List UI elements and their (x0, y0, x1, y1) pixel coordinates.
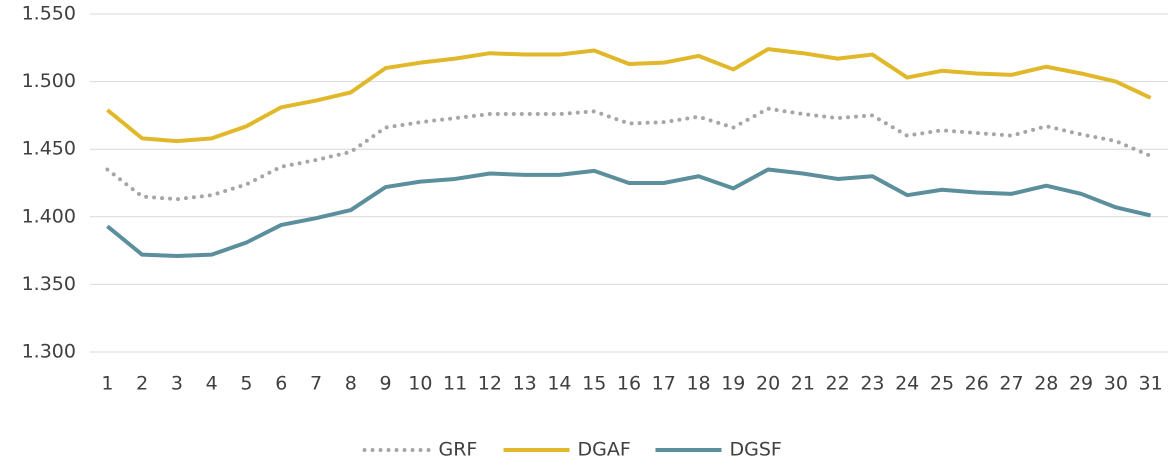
x-tick-label: 22 (826, 373, 850, 395)
y-tick-label: 1.550 (22, 3, 76, 25)
x-tick-label: 27 (999, 373, 1023, 395)
legend-label: GRF (439, 439, 478, 461)
x-tick-label: 17 (652, 373, 676, 395)
x-tick-label: 7 (310, 373, 322, 395)
x-tick-label: 12 (478, 373, 502, 395)
x-tick-label: 30 (1104, 373, 1128, 395)
x-tick-label: 21 (791, 373, 815, 395)
x-tick-label: 11 (443, 373, 467, 395)
x-tick-label: 14 (547, 373, 571, 395)
x-tick-label: 20 (756, 373, 780, 395)
x-tick-label: 1 (101, 373, 113, 395)
x-tick-label: 4 (206, 373, 218, 395)
x-tick-label: 8 (345, 373, 357, 395)
series-line (106, 167, 1152, 259)
x-tick-label: 23 (860, 373, 884, 395)
x-tick-label: 25 (930, 373, 954, 395)
x-tick-label: 13 (513, 373, 537, 395)
y-tick-label: 1.300 (22, 341, 76, 363)
x-tick-label: 16 (617, 373, 641, 395)
y-tick-label: 1.350 (22, 273, 76, 295)
x-tick-label: 18 (686, 373, 710, 395)
x-tick-label: 5 (240, 373, 252, 395)
x-tick-label: 28 (1034, 373, 1058, 395)
x-tick-label: 9 (380, 373, 392, 395)
y-tick-label: 1.450 (22, 138, 76, 160)
legend-label: DGAF (578, 439, 631, 461)
x-tick-label: 24 (895, 373, 919, 395)
x-tick-label: 29 (1069, 373, 1093, 395)
x-tick-label: 19 (721, 373, 745, 395)
x-tick-label: 2 (136, 373, 148, 395)
series-line (106, 47, 1152, 144)
y-tick-label: 1.500 (22, 70, 76, 92)
legend-label: DGSF (730, 439, 782, 461)
x-tick-label: 3 (171, 373, 183, 395)
y-tick-label: 1.400 (22, 205, 76, 227)
x-tick-label: 15 (582, 373, 606, 395)
x-tick-label: 10 (408, 373, 432, 395)
x-tick-label: 26 (965, 373, 989, 395)
x-tick-label: 31 (1139, 373, 1163, 395)
series-line (105, 106, 1153, 202)
x-tick-label: 6 (275, 373, 287, 395)
